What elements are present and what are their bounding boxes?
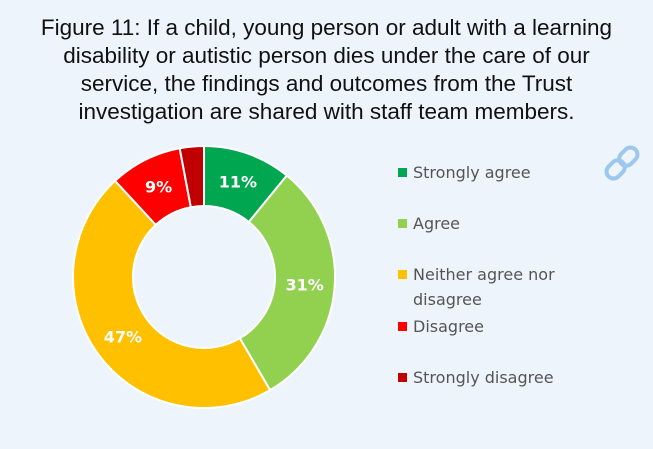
title-line-1: Figure 11: If a child, young person or a… [40,15,613,40]
legend-swatch-agree [398,219,407,228]
data-label-agree: 31% [286,275,324,294]
legend-item-strongly-agree: Strongly agree [398,160,618,185]
title-line-3: service, the findings and outcomes from … [80,71,573,96]
title-line-4: investigation are shared with staff team… [78,99,575,124]
slice-agree [238,174,336,392]
donut-slices [72,144,336,409]
legend-label-strongly-disagree: Strongly disagree [413,368,554,387]
slice-strongly-disagree [178,144,205,209]
link-icon[interactable] [600,141,644,185]
legend-label-strongly-agree: Strongly agree [413,163,531,182]
legend-label-disagree: Disagree [413,317,484,336]
data-label-disagree: 9% [145,177,172,196]
legend-swatch-disagree [398,322,407,331]
legend-item-agree: Agree [398,211,618,236]
donut-data-labels: 11% 31% 47% 9% [104,172,324,346]
legend-label-neither-line-2: disagree [413,290,482,309]
legend-swatch-strongly-agree [398,168,407,177]
legend-label-neither-line-1: Neither agree nor [413,265,555,284]
chart-title: Figure 11: If a child, young person or a… [0,14,653,126]
legend-item-strongly-disagree: Strongly disagree [398,365,618,390]
legend-swatch-neither [398,270,407,279]
legend-swatch-strongly-disagree [398,373,407,382]
legend-item-disagree: Disagree [398,314,618,339]
title-line-2: disability or autistic person dies under… [63,43,590,68]
legend-item-neither: Neither agree nor disagree [398,262,618,312]
data-label-strongly-agree: 11% [219,172,257,191]
slice-neither-agree-nor-disagree [72,179,272,409]
data-label-neither-agree-nor-disagree: 47% [104,328,142,347]
legend-label-agree: Agree [413,214,461,233]
